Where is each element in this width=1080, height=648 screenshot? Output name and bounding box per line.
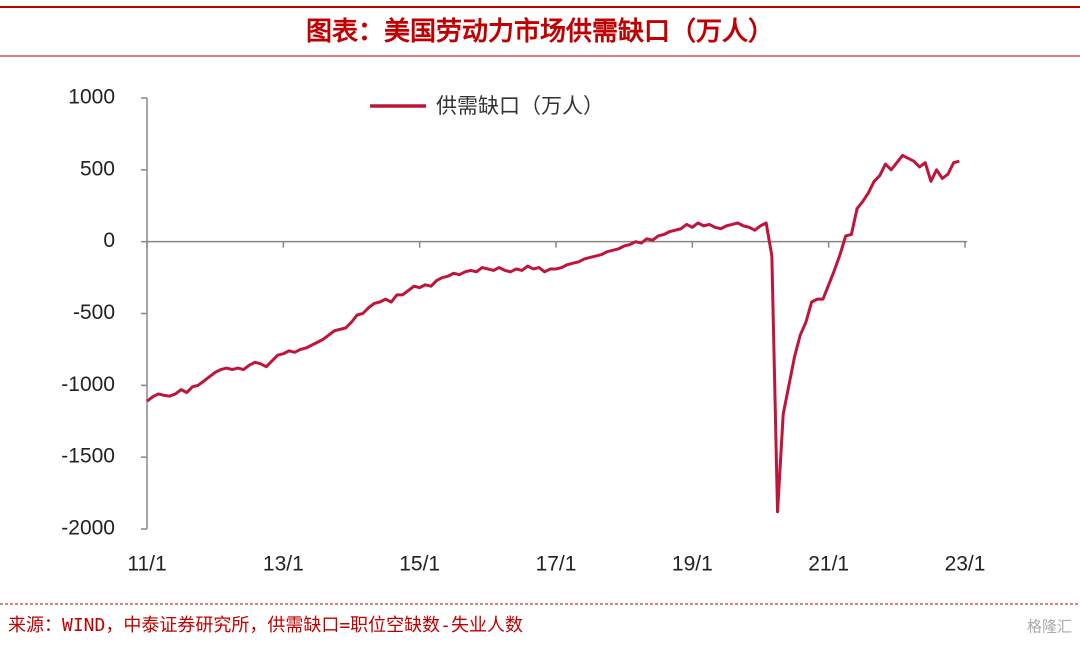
x-tick-label: 15/1 bbox=[399, 553, 440, 576]
title: 图表：美国劳动力市场供需缺口（万人） bbox=[306, 16, 774, 47]
x-tick-label: 23/1 bbox=[945, 553, 986, 576]
x-tick-label: 19/1 bbox=[672, 553, 713, 576]
y-tick-label: 1000 bbox=[68, 86, 115, 109]
x-tick-label: 21/1 bbox=[808, 553, 849, 576]
y-tick-label: -2000 bbox=[61, 517, 115, 540]
y-tick-label: -1500 bbox=[61, 445, 115, 468]
y-tick-label: -500 bbox=[73, 301, 115, 324]
watermark: 格隆汇 bbox=[1027, 618, 1072, 636]
x-tick-label: 17/1 bbox=[536, 553, 577, 576]
source: 来源：WIND，中泰证券研究所，供需缺口=职位空缺数-失业人数 bbox=[8, 615, 523, 636]
x-tick-label: 11/1 bbox=[127, 553, 166, 576]
data-line bbox=[146, 153, 960, 514]
legend-label: 供需缺口（万人） bbox=[436, 94, 604, 118]
x-tick-label: 13/1 bbox=[263, 553, 304, 576]
y-tick-label: 500 bbox=[80, 157, 115, 180]
y-tick-label: -1000 bbox=[61, 373, 115, 396]
y-tick-label: 0 bbox=[103, 229, 115, 252]
